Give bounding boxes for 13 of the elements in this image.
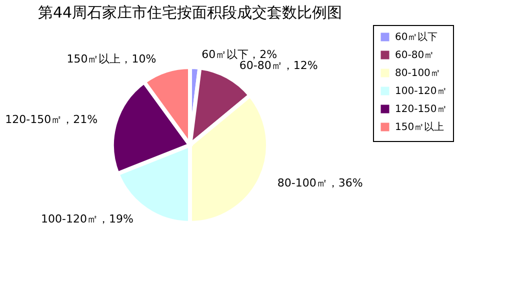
legend-label: 60-80㎡ bbox=[395, 50, 434, 61]
data-label: 150㎡以上，10% bbox=[66, 52, 156, 66]
data-label: 80-100㎡，36% bbox=[277, 176, 363, 190]
chart-title: 第44周石家庄市住宅按面积段成交套数比例图 bbox=[38, 4, 342, 22]
legend-label: 100-120㎡ bbox=[395, 86, 447, 97]
legend-label: 60㎡以下 bbox=[395, 31, 438, 43]
legend-label: 150㎡以上 bbox=[395, 121, 444, 133]
data-label: 60-80㎡，12% bbox=[239, 59, 318, 72]
legend-label: 80-100㎡ bbox=[395, 68, 440, 79]
legend-label: 120-150㎡ bbox=[395, 104, 447, 115]
data-label: 120-150㎡，21% bbox=[5, 112, 98, 126]
data-label: 100-120㎡，19% bbox=[40, 212, 134, 226]
data-label: 60㎡以下，2% bbox=[202, 48, 278, 62]
